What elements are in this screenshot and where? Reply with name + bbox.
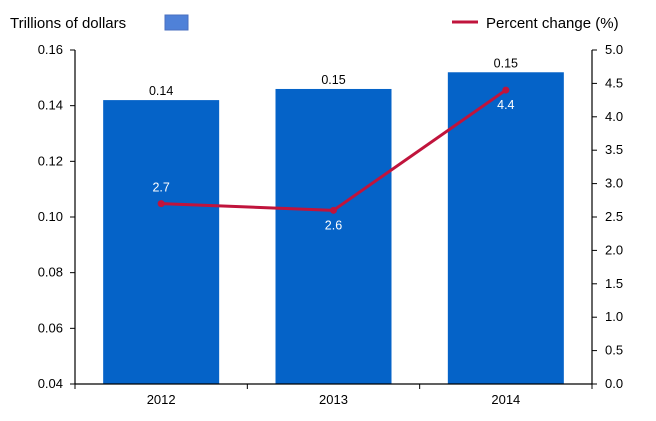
bars-layer <box>103 72 564 385</box>
left-tick-label: 0.14 <box>38 98 63 113</box>
legend-swatch-bars <box>164 14 189 31</box>
bar-2012 <box>103 100 220 384</box>
line-value-label-2014: 4.4 <box>497 98 514 112</box>
right-tick-label: 0.5 <box>605 343 623 358</box>
bar-value-label-2014: 0.15 <box>494 56 518 70</box>
x-tick-label-2014: 2014 <box>491 392 520 407</box>
x-tick-label-2013: 2013 <box>319 392 348 407</box>
line-value-label-2012: 2.7 <box>152 181 169 195</box>
right-tick-label: 1.5 <box>605 276 623 291</box>
legend-label-bars: Trillions of dollars <box>10 15 126 32</box>
right-tick-label: 5.0 <box>605 42 623 57</box>
right-tick-label: 2.5 <box>605 209 623 224</box>
left-tick-label: 0.16 <box>38 42 63 57</box>
legend: Trillions of dollars Percent change (%) <box>10 14 619 32</box>
right-tick-label: 4.0 <box>605 109 623 124</box>
left-tick-label: 0.12 <box>38 153 63 168</box>
x-tick-label-2012: 2012 <box>147 392 176 407</box>
bar-value-label-2013: 0.15 <box>321 73 345 87</box>
left-tick-label: 0.08 <box>38 265 63 280</box>
left-tick-label: 0.10 <box>38 209 63 224</box>
line-point-2012 <box>157 200 165 208</box>
right-tick-label: 0.0 <box>605 376 623 391</box>
right-tick-label: 3.0 <box>605 176 623 191</box>
labels-layer: 0.14 0.15 0.15 2.7 2.6 4.4 <box>149 56 518 232</box>
right-tick-label: 2.0 <box>605 242 623 257</box>
axes-layer: 0.04 0.06 0.08 0.10 0.12 0.14 0.16 0.0 0.5 1.0 1.5… <box>38 42 623 407</box>
line-point-2013 <box>330 206 337 214</box>
bar-value-label-2012: 0.14 <box>149 84 173 98</box>
bar-2014 <box>447 72 564 385</box>
right-tick-label: 3.5 <box>605 142 623 157</box>
line-point-2014 <box>502 86 510 94</box>
line-layer <box>157 86 510 214</box>
left-tick-label: 0.06 <box>38 320 63 335</box>
right-tick-label: 1.0 <box>605 309 623 324</box>
right-tick-label: 4.5 <box>605 75 623 90</box>
left-tick-label: 0.04 <box>38 376 63 391</box>
line-value-label-2013: 2.6 <box>325 218 342 232</box>
legend-label-line: Percent change (%) <box>486 15 619 32</box>
bar-2013 <box>275 88 392 384</box>
